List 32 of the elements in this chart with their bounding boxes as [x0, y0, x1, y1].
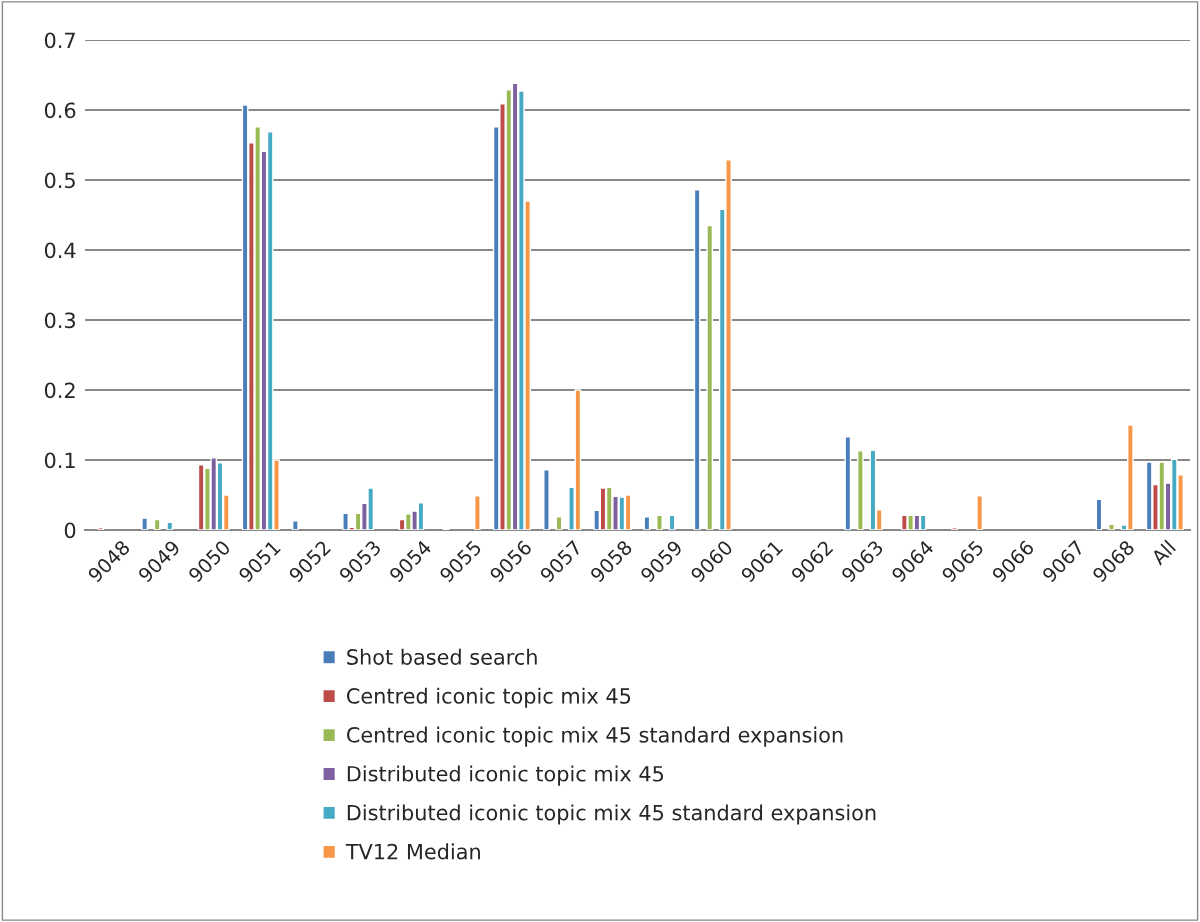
legend-label: Centred iconic topic mix 45: [346, 687, 631, 708]
x-tick-label: All: [1149, 539, 1176, 566]
y-tick-label: 0.7: [44, 32, 75, 49]
bar: [951, 527, 958, 530]
bar: [656, 514, 663, 530]
bar: [543, 469, 550, 530]
y-tick-label: 0.4: [44, 242, 76, 259]
legend-label: TV12 Median: [345, 843, 480, 860]
y-tick-label: 0.6: [44, 102, 76, 119]
bar: [1108, 523, 1115, 530]
bar: [844, 436, 852, 530]
bar: [141, 517, 149, 530]
bar: [693, 189, 701, 530]
bar: [706, 224, 714, 530]
y-tick-label: 0: [64, 522, 76, 539]
legend-label: Centred iconic topic mix 45 standard expansion: [346, 726, 843, 747]
bar: [976, 495, 984, 530]
legend-label: Distributed iconic topic mix 45: [347, 765, 664, 786]
bar: [153, 518, 161, 530]
y-tick-label: 0.3: [44, 312, 75, 329]
bar: [555, 516, 563, 530]
legend-label: Shot based search: [347, 648, 537, 665]
bar: [97, 527, 105, 530]
y-tick-label: 0.2: [44, 382, 75, 399]
y-tick-label: 0.1: [44, 452, 75, 469]
legend-label: Distributed iconic topic mix 45 standard expansion: [347, 804, 876, 825]
bar: [474, 495, 481, 530]
bar: [291, 520, 299, 530]
bar: [857, 450, 864, 530]
bar: [643, 516, 651, 530]
bar: [166, 521, 174, 530]
y-tick-label: 0.5: [44, 172, 75, 189]
